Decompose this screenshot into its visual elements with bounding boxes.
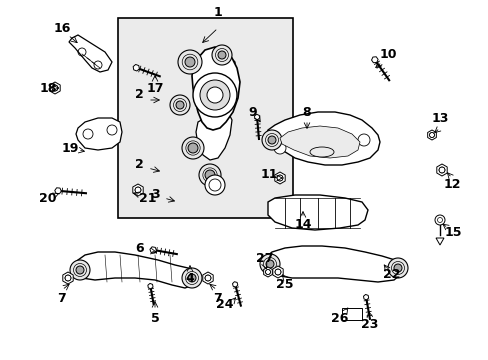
Polygon shape [254, 114, 259, 120]
Text: 10: 10 [379, 49, 396, 62]
Text: 15: 15 [443, 225, 461, 238]
Circle shape [199, 164, 221, 186]
Circle shape [182, 268, 202, 288]
Text: 7: 7 [212, 292, 221, 305]
Polygon shape [133, 64, 139, 71]
Text: 26: 26 [331, 311, 348, 324]
Text: 19: 19 [61, 141, 79, 154]
Polygon shape [147, 283, 153, 289]
Polygon shape [371, 57, 377, 63]
Circle shape [204, 175, 224, 195]
Text: 7: 7 [58, 292, 66, 305]
Circle shape [357, 134, 369, 146]
Polygon shape [272, 266, 283, 278]
Text: 2: 2 [134, 158, 143, 171]
Circle shape [262, 130, 282, 150]
Circle shape [260, 254, 280, 274]
Circle shape [273, 142, 285, 154]
Text: 6: 6 [135, 242, 144, 255]
Circle shape [218, 51, 225, 59]
Circle shape [193, 73, 237, 117]
Text: 9: 9 [248, 105, 257, 118]
Text: 17: 17 [146, 81, 163, 94]
Text: 27: 27 [256, 252, 273, 265]
Polygon shape [280, 126, 359, 158]
Circle shape [70, 260, 90, 280]
Text: 11: 11 [260, 168, 277, 181]
Polygon shape [192, 47, 240, 130]
Circle shape [434, 215, 444, 225]
Circle shape [212, 45, 231, 65]
Text: 3: 3 [151, 189, 160, 202]
Circle shape [296, 137, 306, 147]
Text: 20: 20 [39, 192, 57, 204]
Text: 18: 18 [39, 81, 57, 94]
Polygon shape [265, 112, 379, 165]
Polygon shape [62, 272, 73, 284]
Text: 12: 12 [442, 179, 460, 192]
Circle shape [182, 137, 203, 159]
Text: 2: 2 [134, 89, 143, 102]
Text: 21: 21 [139, 192, 157, 204]
Polygon shape [435, 238, 443, 245]
Polygon shape [274, 172, 285, 184]
Circle shape [204, 170, 215, 180]
Text: 8: 8 [302, 105, 311, 118]
Text: 13: 13 [430, 112, 448, 125]
Circle shape [200, 80, 229, 110]
Text: 5: 5 [150, 311, 159, 324]
Circle shape [170, 95, 190, 115]
Text: 14: 14 [294, 219, 311, 231]
Circle shape [265, 260, 273, 268]
Text: 22: 22 [383, 269, 400, 282]
Polygon shape [76, 118, 122, 150]
Text: 25: 25 [276, 279, 293, 292]
Circle shape [267, 136, 275, 144]
Polygon shape [203, 272, 213, 284]
Polygon shape [133, 184, 143, 196]
Text: 4: 4 [185, 271, 194, 284]
Bar [118, 18, 292, 218]
Polygon shape [363, 294, 368, 300]
Circle shape [178, 50, 202, 74]
Circle shape [393, 264, 401, 272]
Polygon shape [55, 188, 61, 194]
Circle shape [336, 133, 346, 143]
Text: 1: 1 [213, 5, 222, 18]
Polygon shape [436, 164, 447, 176]
Polygon shape [264, 246, 401, 282]
Bar [341, 308, 361, 320]
Polygon shape [232, 282, 237, 287]
Circle shape [387, 258, 407, 278]
Text: 24: 24 [216, 298, 233, 311]
Ellipse shape [309, 147, 333, 157]
Polygon shape [150, 247, 156, 253]
Circle shape [76, 266, 84, 274]
Polygon shape [50, 82, 60, 94]
Polygon shape [72, 252, 196, 288]
Polygon shape [196, 110, 231, 160]
Circle shape [206, 87, 223, 103]
Circle shape [184, 57, 195, 67]
Polygon shape [263, 267, 272, 277]
Circle shape [187, 143, 198, 153]
Text: 23: 23 [361, 319, 378, 332]
Polygon shape [427, 130, 435, 140]
Polygon shape [69, 35, 112, 72]
Polygon shape [200, 52, 235, 75]
Text: 16: 16 [53, 22, 71, 35]
Circle shape [176, 101, 183, 109]
Circle shape [316, 133, 326, 143]
Polygon shape [267, 195, 367, 230]
Circle shape [187, 274, 196, 282]
